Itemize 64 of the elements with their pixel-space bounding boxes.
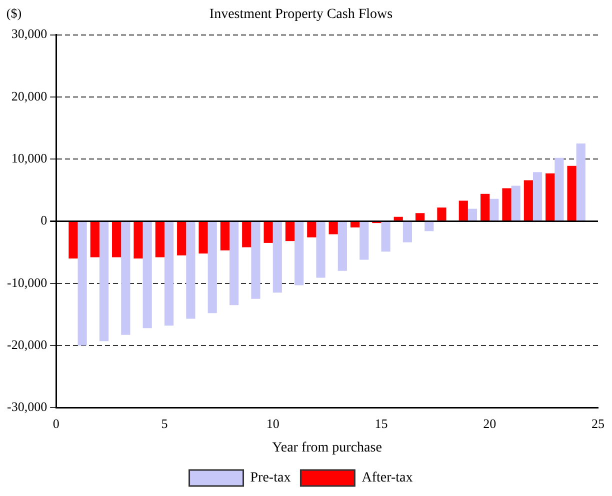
bar xyxy=(394,216,403,220)
bar xyxy=(177,222,186,256)
bar xyxy=(121,222,130,335)
y-tick-label: 0 xyxy=(40,212,48,228)
bar xyxy=(99,222,109,342)
bar xyxy=(186,222,196,319)
y-tick-label: 30,000 xyxy=(11,26,48,42)
bar xyxy=(112,222,122,258)
x-axis-title: Year from purchase xyxy=(272,440,382,456)
bar xyxy=(242,222,252,248)
bar xyxy=(229,222,239,306)
y-tick-label: -20,000 xyxy=(6,336,48,352)
y-tick-label: -10,000 xyxy=(6,274,48,290)
bar xyxy=(307,222,316,238)
bar xyxy=(68,222,78,258)
bar xyxy=(198,222,208,254)
bar xyxy=(90,222,100,258)
bar xyxy=(554,158,564,220)
x-tick-label: 25 xyxy=(592,416,604,431)
bar xyxy=(546,173,555,220)
bar xyxy=(272,222,282,293)
bar xyxy=(458,200,468,220)
bar xyxy=(164,222,174,326)
x-tick-label: 0 xyxy=(52,416,60,431)
bar xyxy=(316,222,326,278)
bar xyxy=(524,180,533,220)
y-tick-label: -30,000 xyxy=(6,399,48,414)
x-tick-label: 10 xyxy=(266,416,280,431)
y-tick-label: 20,000 xyxy=(11,88,48,104)
bar xyxy=(220,222,230,250)
x-tick-label: 20 xyxy=(483,416,496,431)
bar xyxy=(381,222,390,252)
bar xyxy=(360,222,369,260)
bar xyxy=(264,222,273,243)
bar xyxy=(285,222,295,242)
bar xyxy=(134,222,143,258)
y-tick-label: 10,000 xyxy=(11,150,48,166)
bar xyxy=(415,213,425,220)
bar xyxy=(502,188,512,220)
bar xyxy=(402,222,412,242)
bar xyxy=(294,222,304,286)
bar xyxy=(468,208,478,220)
bar xyxy=(576,144,586,220)
bar xyxy=(532,172,542,220)
bar xyxy=(350,222,360,228)
bar xyxy=(338,222,347,271)
legend-label: Pre-tax xyxy=(250,470,291,486)
bar xyxy=(424,222,434,232)
bar xyxy=(78,222,87,346)
bar xyxy=(142,222,152,328)
bar xyxy=(490,198,499,220)
y-axis-title: ($) xyxy=(6,6,22,21)
bar xyxy=(208,222,217,314)
bar xyxy=(511,186,520,220)
bar xyxy=(155,222,164,258)
x-tick-label: 5 xyxy=(161,416,168,431)
bar xyxy=(328,222,338,234)
bar xyxy=(251,222,260,299)
x-tick-label: 15 xyxy=(374,416,388,431)
bar xyxy=(437,208,446,220)
bar xyxy=(480,194,490,220)
legend-label: After-tax xyxy=(362,470,413,486)
chart-title: Investment Property Cash Flows xyxy=(209,7,393,22)
bar xyxy=(567,166,576,220)
